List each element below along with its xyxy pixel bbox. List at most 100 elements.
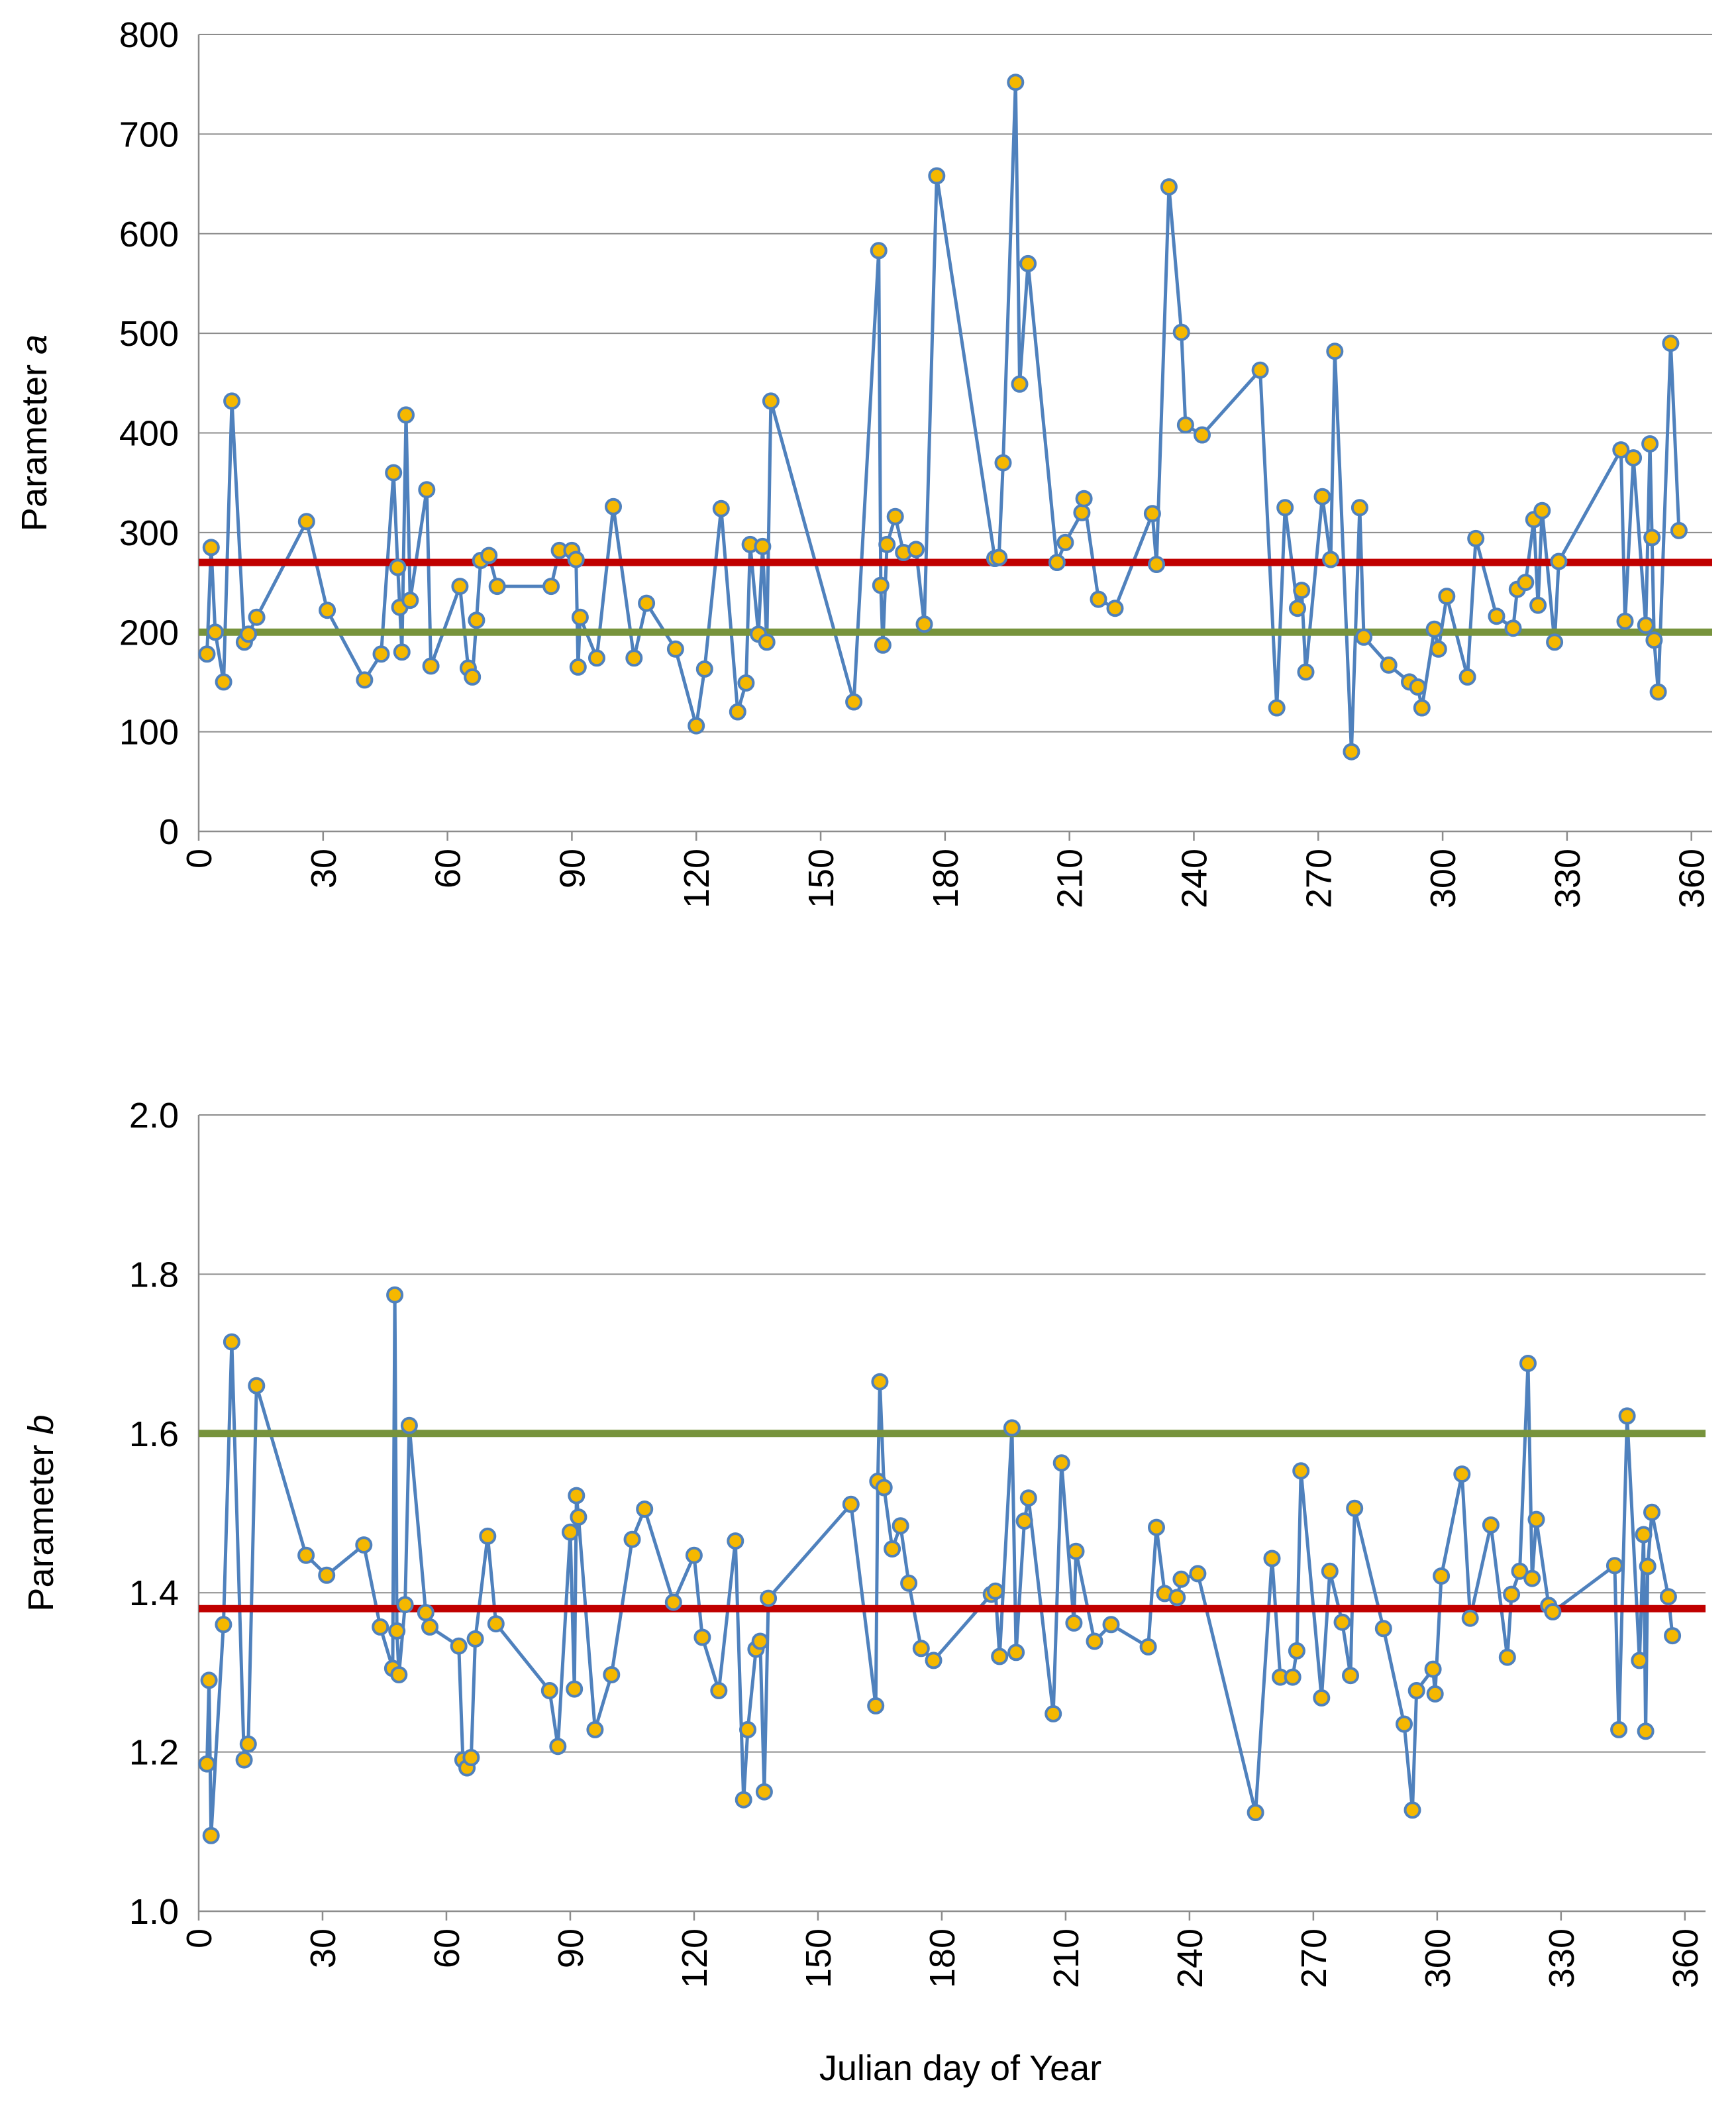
data-point [1288,1642,1305,1660]
data-point [603,1666,621,1683]
data-point [925,1652,943,1669]
data-point [625,649,643,667]
x-tick-label: 360 [1672,849,1712,908]
data-point [1519,1355,1537,1372]
data-point [1625,449,1643,467]
data-point [1251,361,1269,379]
data-point [570,1508,587,1526]
data-point [1645,631,1663,649]
data-point [568,1487,586,1504]
data-point [1413,699,1431,717]
data-point [1268,699,1286,717]
data-point [915,615,933,633]
data-point [867,1697,885,1714]
data-point [1523,1569,1541,1587]
data-point [845,693,863,711]
data-point [1313,1689,1331,1707]
data-point [1670,521,1688,539]
y-axis-title-text: Parameter [15,354,54,531]
data-point [737,674,755,692]
data-point [451,578,469,596]
data-point [207,623,224,641]
x-tick-label: 0 [179,849,219,869]
y-axis-title: Parameter b [21,1414,61,1611]
data-point [417,1604,434,1622]
data-point [605,498,622,515]
data-point [1425,620,1443,638]
data-point [1148,556,1166,573]
data-point [842,1495,860,1513]
data-point [1326,343,1344,360]
data-point [240,625,258,643]
y-axis-title: Parameter a [15,335,54,531]
data-point [356,671,374,689]
data-point [994,454,1012,472]
data-point [900,1574,918,1592]
data-point [297,513,315,531]
data-point [1511,1562,1529,1580]
data-point [1322,551,1340,568]
data-point [1346,1499,1364,1517]
data-point [400,1416,418,1434]
data-point [1168,1589,1186,1607]
data-point [1424,1660,1442,1678]
y-tick-label: 600 [119,215,179,254]
y-tick-label: 800 [119,15,179,55]
data-point [1247,1804,1264,1821]
data-point [636,1501,654,1518]
data-point [907,541,925,558]
data-point [754,537,772,555]
data-point [466,1630,484,1648]
data-point [235,1751,253,1769]
x-tick-label: 240 [1174,849,1214,908]
data-point [1160,178,1178,196]
data-point [562,1523,579,1541]
data-point [1643,1503,1660,1521]
data-point [710,1682,728,1699]
x-tick-label: 30 [303,1928,343,1968]
data-point [1637,616,1655,634]
data-point [1011,375,1029,393]
data-point [884,1540,901,1558]
data-point [1143,505,1161,523]
data-point [1409,678,1427,696]
data-point [727,1532,744,1550]
data-point [735,1791,752,1809]
x-tick-label: 330 [1548,849,1588,908]
data-point [1343,743,1360,761]
x-tick-label: 120 [677,849,717,908]
data-point [1618,1407,1636,1425]
data-point [1019,1489,1037,1507]
data-point [623,1530,641,1548]
data-point [401,592,419,609]
data-point [729,703,746,721]
data-point [1529,596,1547,614]
data-point [215,673,232,691]
data-point [1429,640,1447,658]
data-point [540,1682,558,1699]
data-point [892,1517,909,1535]
data-point [464,668,482,686]
x-tick-label: 300 [1423,849,1463,908]
data-point [1276,499,1294,517]
data-point [751,1632,769,1650]
data-point [928,167,946,185]
data-point [1616,612,1634,630]
data-point [1641,435,1659,452]
data-point [1052,1454,1070,1472]
data-point [1297,663,1315,681]
data-point [1172,1570,1190,1588]
x-tick-label: 150 [799,1928,839,1988]
y-axis-title-text: Parameter [21,1434,61,1611]
data-point [1321,1562,1339,1580]
y-axis-title-variable: a [15,335,54,354]
data-point [870,242,888,260]
data-point [1612,441,1630,459]
data-point [1139,1638,1157,1656]
data-point [1517,574,1535,592]
data-point [638,594,656,612]
data-point [385,464,403,482]
data-point [1404,1801,1421,1819]
data-point [1407,1682,1425,1699]
data-point [386,1286,404,1304]
